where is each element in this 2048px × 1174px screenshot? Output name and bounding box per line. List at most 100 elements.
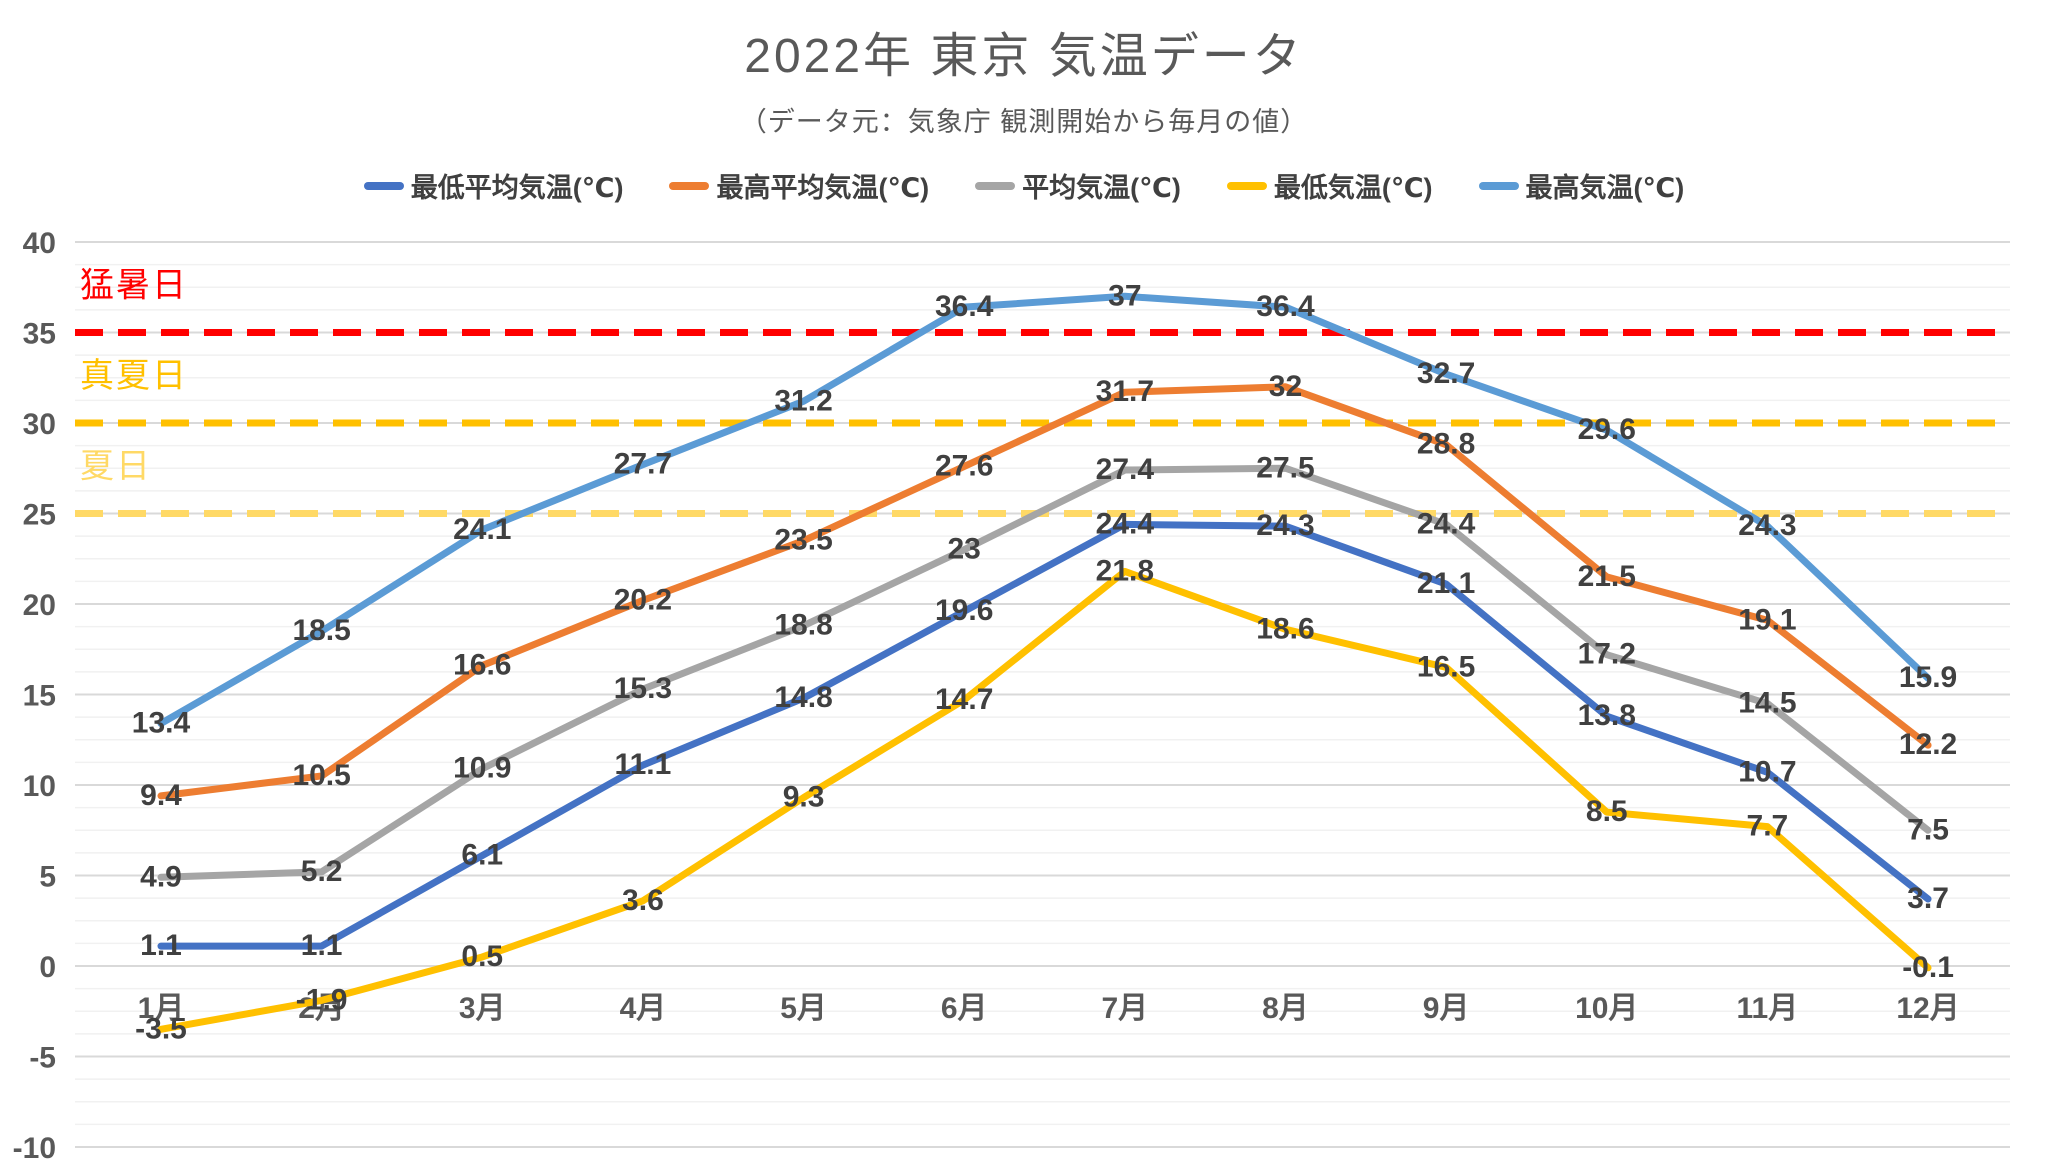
data-label-max-avg: 32 (1269, 370, 1302, 403)
data-label-avg: 15.3 (614, 672, 672, 705)
series-line-min-avg (157, 520, 1932, 950)
data-label-avg: 7.5 (1907, 813, 1949, 846)
legend-label-max-avg: 最高平均気温(℃) (716, 173, 930, 203)
legend-label-avg: 平均気温(℃) (1022, 173, 1181, 203)
x-tick-label: 4月 (620, 992, 667, 1025)
data-label-max-avg: 20.2 (614, 583, 672, 616)
x-tick-label: 11月 (1737, 992, 1799, 1025)
data-label-min: 14.7 (935, 683, 993, 716)
data-labels: 1.1 1.1 6.1 11.1 14.8 19.6 24.4 24.3 21.1 13.8 10.… (132, 279, 1957, 1045)
data-label-min: 7.7 (1747, 810, 1789, 843)
legend-label-max: 最高気温(℃) (1525, 173, 1685, 203)
data-label-avg: 18.8 (774, 609, 832, 642)
series-line-min (157, 567, 1932, 1033)
y-tick-label: 40 (23, 227, 56, 260)
data-label-avg: 27.4 (1096, 453, 1155, 486)
y-axis-labels: -10 -5 0 5 10 15 20 25 30 35 40 (13, 227, 56, 1165)
data-label-max: 32.7 (1417, 357, 1475, 390)
x-tick-label: 7月 (1101, 992, 1148, 1025)
midsummer-day-label: 真夏日 (80, 357, 188, 395)
data-label-max: 18.5 (292, 614, 350, 647)
data-label-min-avg: 19.6 (935, 594, 993, 627)
legend-swatch-max (1478, 181, 1519, 190)
x-tick-label: 9月 (1423, 992, 1470, 1025)
data-label-avg: 5.2 (301, 855, 343, 888)
data-label-min-avg: 1.1 (140, 929, 182, 962)
data-label-min: -1.9 (296, 983, 348, 1016)
data-label-max-avg: 28.8 (1417, 428, 1475, 461)
data-label-min: 18.6 (1256, 612, 1314, 645)
data-label-max: 24.1 (453, 513, 511, 546)
y-tick-label: -5 (29, 1042, 56, 1075)
data-label-max: 36.4 (1256, 290, 1315, 323)
y-tick-label: 15 (23, 680, 56, 713)
y-tick-label: 5 (39, 861, 56, 894)
data-label-max-avg: 21.5 (1578, 560, 1636, 593)
series-line-avg (157, 464, 1932, 881)
data-label-max: 36.4 (935, 290, 994, 323)
data-label-min-avg: 13.8 (1578, 699, 1636, 732)
data-label-max-avg: 31.7 (1096, 375, 1154, 408)
data-label-min: 0.5 (461, 940, 503, 973)
data-label-max: 29.6 (1578, 413, 1636, 446)
x-tick-label: 3月 (459, 992, 506, 1025)
data-label-min-avg: 6.1 (461, 839, 503, 872)
y-tick-label: 0 (39, 951, 56, 984)
legend-item-min-avg: 最低平均気温(℃) (363, 166, 624, 205)
y-tick-label: 25 (23, 499, 56, 532)
data-label-avg: 14.5 (1738, 687, 1796, 720)
data-label-min: -0.1 (1902, 951, 1954, 984)
data-label-min: -3.5 (135, 1012, 187, 1045)
data-label-min: 21.8 (1096, 554, 1154, 587)
data-label-min-avg: 24.3 (1256, 509, 1314, 542)
y-tick-label: -10 (13, 1132, 56, 1165)
data-label-avg: 24.4 (1417, 507, 1476, 540)
data-label-avg: 10.9 (453, 752, 511, 785)
data-label-avg: 27.5 (1256, 451, 1314, 484)
data-label-min-avg: 1.1 (301, 929, 343, 962)
series-lines (157, 292, 1932, 1033)
data-label-max-avg: 12.2 (1899, 728, 1957, 761)
x-tick-label: 5月 (780, 992, 827, 1025)
x-tick-label: 12月 (1896, 992, 1959, 1025)
data-label-min-avg: 21.1 (1417, 567, 1475, 600)
data-label-avg: 4.9 (140, 860, 182, 893)
x-axis-labels: 1月 2月 3月 4月 5月 6月 7月 8月 9月 10月 11月 12月 (138, 992, 1960, 1025)
legend-item-min: 最低気温(℃) (1226, 166, 1433, 205)
legend-item-max-avg: 最高平均気温(℃) (669, 166, 929, 205)
x-tick-label: 6月 (941, 992, 988, 1025)
data-label-min-avg: 11.1 (615, 748, 672, 781)
y-tick-label: 35 (23, 318, 56, 351)
data-label-min-avg: 14.8 (774, 681, 832, 714)
x-tick-label: 8月 (1262, 992, 1309, 1025)
legend-label-min-avg: 最低平均気温(℃) (410, 173, 624, 203)
series-line-max-avg (157, 383, 1932, 800)
legend-swatch-max-avg (669, 181, 710, 190)
data-label-max: 27.7 (614, 448, 672, 481)
data-label-max-avg: 10.5 (292, 759, 350, 792)
data-label-min: 16.5 (1417, 650, 1475, 683)
data-label-min-avg: 24.4 (1096, 507, 1155, 540)
gridlines (75, 241, 2010, 1148)
legend-swatch-min-avg (363, 181, 404, 190)
x-tick-label: 1月 (138, 992, 185, 1025)
data-label-max: 24.3 (1738, 509, 1796, 542)
chart-subtitle: （データ元：気象庁 観測開始から毎月の値） (739, 107, 1309, 137)
y-tick-label: 30 (23, 408, 56, 441)
legend-label-min: 最低気温(℃) (1273, 173, 1433, 203)
legend-swatch-min (1226, 181, 1267, 190)
summer-day-label: 夏日 (80, 448, 152, 486)
data-label-min-avg: 10.7 (1738, 755, 1796, 788)
legend-item-max: 最高気温(℃) (1478, 166, 1685, 205)
data-label-min: 9.3 (783, 781, 825, 814)
series-line-max (157, 292, 1932, 727)
legend-item-avg: 平均気温(℃) (975, 166, 1181, 205)
data-label-min: 8.5 (1586, 795, 1628, 828)
data-label-avg: 23 (948, 533, 981, 566)
chart-legend: 最低平均気温(℃) 最高平均気温(℃) 平均気温(℃) 最低気温(℃) 最高気温(℃) (0, 166, 2048, 205)
chart-title: 2022年 東京 気温データ (744, 30, 1304, 83)
data-label-max-avg: 27.6 (935, 449, 993, 482)
extreme-heat-day-label: 猛暑日 (80, 267, 188, 305)
